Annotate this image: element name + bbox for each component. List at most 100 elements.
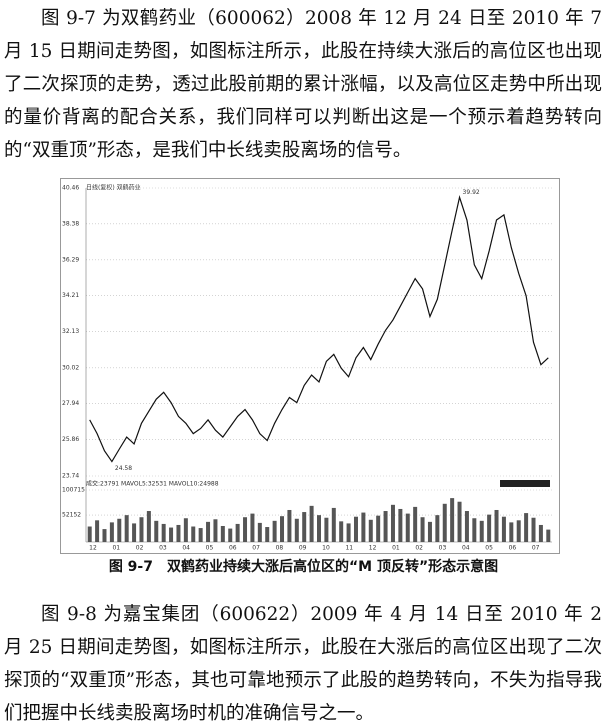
volume-bar xyxy=(368,519,373,542)
decoration xyxy=(500,480,550,487)
volume-bar xyxy=(331,507,336,542)
paragraph: 图 9-7 为双鹤药业（600062）2008 年 12 月 24 日至 201… xyxy=(4,8,602,161)
volume-bar xyxy=(287,509,292,542)
volume-bar xyxy=(464,511,469,542)
volume-bar xyxy=(353,516,358,542)
x-tick-label: 02 xyxy=(136,545,144,552)
x-tick-label: 03 xyxy=(159,545,167,552)
volume-bar xyxy=(169,527,174,542)
x-tick-label: 04 xyxy=(462,545,470,552)
volume-bar xyxy=(427,521,432,542)
value-label: 39.92 xyxy=(463,189,480,196)
volume-bar xyxy=(280,516,285,542)
volume-bar xyxy=(109,522,114,542)
volume-bar xyxy=(161,523,166,542)
volume-bar xyxy=(220,525,225,542)
x-tick-label: 03 xyxy=(439,545,447,552)
chart-frame xyxy=(60,178,560,554)
chart: 日线(复权) 双鹤药业 成交:23791 MAVOL5:32531 MAVOL1… xyxy=(60,178,560,554)
figure-caption: 图 9-7 双鹤药业持续大涨后高位区的“M 顶反转”形态示意图 xyxy=(108,559,499,575)
y-tick-label: 32.13 xyxy=(62,328,79,335)
y-tick-label: 34.21 xyxy=(62,292,79,299)
volume-bar xyxy=(346,523,351,542)
volume-bar xyxy=(398,508,403,542)
volume-bar xyxy=(198,528,203,542)
volume-bar xyxy=(213,519,218,542)
volume-bar xyxy=(257,522,262,542)
volume-bar xyxy=(294,518,299,542)
volume-bar xyxy=(206,521,211,542)
x-tick-label: 07 xyxy=(532,545,540,552)
x-tick-label: 06 xyxy=(229,545,237,552)
volume-bar xyxy=(95,520,100,542)
x-tick-label: 04 xyxy=(182,545,190,552)
x-tick-label: 01 xyxy=(112,545,120,552)
x-tick-label: 06 xyxy=(509,545,517,552)
y-tick-label: 36.29 xyxy=(62,256,79,263)
volume-bar xyxy=(383,511,388,542)
volume-bar xyxy=(390,504,395,542)
volume-bar xyxy=(124,515,129,542)
volume-bar xyxy=(516,520,521,542)
volume-bar xyxy=(472,518,477,542)
volume-bar xyxy=(339,521,344,542)
x-tick-label: 12 xyxy=(89,545,97,552)
volume-bar xyxy=(413,506,418,542)
volume-bar xyxy=(546,529,551,542)
volume-bar xyxy=(191,526,196,542)
y-tick-label: 40.46 xyxy=(62,185,79,192)
volume-bar xyxy=(183,518,188,542)
volume-bar xyxy=(538,524,543,542)
volume-bar xyxy=(376,515,381,542)
volume-bar xyxy=(324,517,329,542)
volume-bar xyxy=(361,512,366,542)
volume-bar xyxy=(457,501,462,542)
volume-bar xyxy=(243,517,248,542)
volume-tick-label: 100715 xyxy=(62,487,85,494)
x-tick-label: 05 xyxy=(485,545,493,552)
volume-bar xyxy=(250,513,255,542)
volume-bar xyxy=(524,513,529,542)
volume-bar xyxy=(272,520,277,542)
volume-bar xyxy=(479,520,484,542)
x-tick-label: 11 xyxy=(345,545,353,552)
volume-bar xyxy=(509,522,514,542)
x-tick-label: 09 xyxy=(299,545,307,552)
x-tick-label: 05 xyxy=(206,545,214,552)
volume-bar xyxy=(531,517,536,542)
volume-bar xyxy=(176,524,181,542)
volume-bar xyxy=(132,523,137,542)
price-line xyxy=(89,195,549,463)
volume-title: 成交:23791 MAVOL5:32531 MAVOL10:24988 xyxy=(86,480,219,488)
volume-bar xyxy=(487,514,492,542)
value-label: 24.58 xyxy=(115,465,132,472)
volume-bar xyxy=(450,498,455,542)
y-tick-label: 27.94 xyxy=(62,400,79,407)
volume-bar xyxy=(494,509,499,542)
volume-bar xyxy=(302,512,307,542)
volume-bar xyxy=(501,516,506,542)
volume-bar xyxy=(87,526,92,542)
volume-bar xyxy=(117,518,122,542)
chart-title: 日线(复权) 双鹤药业 xyxy=(86,184,141,192)
volume-bar xyxy=(228,528,233,542)
x-tick-label: 08 xyxy=(276,545,284,552)
volume-bar xyxy=(139,517,144,542)
volume-bar xyxy=(442,503,447,542)
x-tick-label: 01 xyxy=(392,545,400,552)
volume-bar xyxy=(317,515,321,542)
volume-bar xyxy=(420,517,425,542)
y-tick-label: 25.86 xyxy=(62,436,79,443)
volume-bar xyxy=(235,523,240,542)
volume-bar xyxy=(154,520,159,542)
volume-bar xyxy=(102,529,107,542)
volume-bar xyxy=(265,527,270,542)
volume-bar xyxy=(405,513,410,542)
x-tick-label: 02 xyxy=(415,545,423,552)
x-tick-label: 10 xyxy=(322,545,330,552)
y-tick-label: 38.38 xyxy=(62,220,79,227)
x-tick-label: 07 xyxy=(252,545,260,552)
x-tick-label: 12 xyxy=(369,545,377,552)
volume-bar xyxy=(146,511,151,542)
